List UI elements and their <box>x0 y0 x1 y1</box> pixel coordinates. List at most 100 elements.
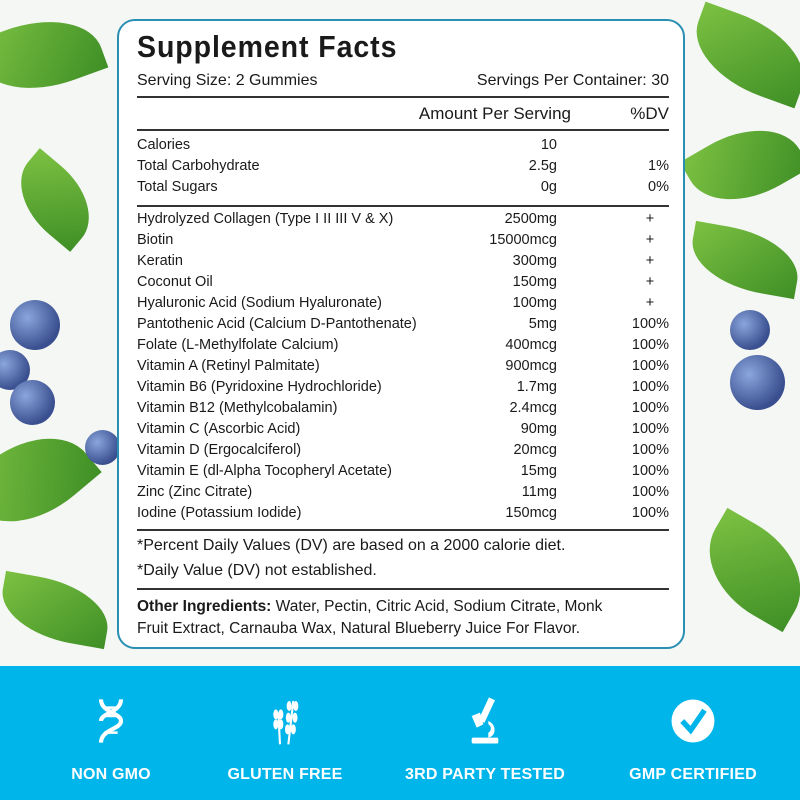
nutrient-amount: 1.7mg <box>516 379 557 395</box>
nutrient-row: Vitamin C (Ascorbic Acid) 90mg 100% <box>137 421 669 442</box>
nutrient-dv: + <box>645 211 655 227</box>
nutrient-amount: 20mcg <box>513 442 557 458</box>
nutrient-row: Hyaluronic Acid (Sodium Hyaluronate) 100m… <box>137 295 669 316</box>
nutrient-name: Total Carbohydrate <box>137 158 260 174</box>
nutrient-row: Pantothenic Acid (Calcium D-Pantothenate… <box>137 316 669 337</box>
other-ingredients-label: Other Ingredients: <box>137 598 272 615</box>
nutrient-name: Vitamin E (dl-Alpha Tocopheryl Acetate) <box>137 463 392 479</box>
nutrient-name: Coconut Oil <box>137 274 213 290</box>
nutrient-amount: 5mg <box>528 316 557 332</box>
nutrient-row: Total Carbohydrate 2.5g 1% <box>137 158 669 179</box>
badge-gluten-free: GLUTEN FREE <box>185 696 385 784</box>
badge-gmp-certified: GMP CERTIFIED <box>593 696 793 784</box>
nutrient-dv: + <box>645 232 655 248</box>
nutrient-amount: 2.5g <box>528 158 557 174</box>
nutrient-amount: 15000mcg <box>489 232 557 248</box>
dna-icon <box>98 698 124 744</box>
nutrient-dv: 0% <box>648 179 669 195</box>
nutrient-amount: 300mg <box>512 253 557 269</box>
nutrient-amount: 150mcg <box>505 505 557 521</box>
certification-band: NON GMO GLUTEN FREE 3RD PARTY TESTED GMP… <box>0 666 800 800</box>
nutrient-dv: 100% <box>631 400 669 416</box>
divider <box>137 529 669 531</box>
nutrient-name: Vitamin B6 (Pyridoxine Hydrochloride) <box>137 379 382 395</box>
nutrient-dv: 100% <box>631 337 669 353</box>
nutrient-name: Hydrolyzed Collagen (Type I II III V & X… <box>137 211 394 227</box>
nutrient-row: Calories 10 <box>137 137 669 158</box>
nutrient-name: Iodine (Potassium Iodide) <box>137 505 302 521</box>
nutrient-amount: 11mg <box>521 484 557 500</box>
nutrient-name: Vitamin D (Ergocalciferol) <box>137 442 302 458</box>
nutrient-name: Zinc (Zinc Citrate) <box>137 484 253 500</box>
nutrient-row: Folate (L-Methylfolate Calcium) 400mcg 100… <box>137 337 669 358</box>
nutrient-amount: 900mcg <box>505 358 557 374</box>
nutrient-name: Vitamin A (Retinyl Palmitate) <box>137 358 320 374</box>
divider <box>137 96 669 98</box>
nutrient-amount: 0g <box>540 179 557 195</box>
other-ingredients-line1: Other Ingredients: Water, Pectin, Citric… <box>137 598 602 616</box>
nutrient-name: Keratin <box>137 253 183 269</box>
nutrient-row: Iodine (Potassium Iodide) 150mcg 100% <box>137 505 669 526</box>
nutrient-row: Keratin 300mg + <box>137 253 669 274</box>
wheat-icon <box>273 700 299 745</box>
footnote-not-established: *Daily Value (DV) not established. <box>137 562 377 579</box>
nutrient-dv: 100% <box>631 442 669 458</box>
badge-label: GLUTEN FREE <box>227 766 343 783</box>
nutrient-dv: + <box>645 295 655 311</box>
nutrient-amount: 2.4mcg <box>509 400 557 416</box>
nutrient-row: Vitamin E (dl-Alpha Tocopheryl Acetate) 1… <box>137 463 669 484</box>
nutrient-row: Hydrolyzed Collagen (Type I II III V & X… <box>137 211 669 232</box>
nutrient-name: Total Sugars <box>137 179 218 195</box>
nutrient-name: Biotin <box>137 232 174 248</box>
nutrient-name: Folate (L-Methylfolate Calcium) <box>137 337 339 353</box>
divider <box>137 205 669 207</box>
nutrient-amount: 10 <box>540 137 557 153</box>
nutrient-dv: 100% <box>631 463 669 479</box>
nutrient-row: Vitamin A (Retinyl Palmitate) 900mcg 100% <box>137 358 669 379</box>
nutrient-name: Hyaluronic Acid (Sodium Hyaluronate) <box>137 295 382 311</box>
nutrient-row: Vitamin B12 (Methylcobalamin) 2.4mcg 100% <box>137 400 669 421</box>
nutrient-amount: 2500mg <box>504 211 557 227</box>
nutrient-row: Vitamin B6 (Pyridoxine Hydrochloride) 1.7… <box>137 379 669 400</box>
nutrient-amount: 150mg <box>512 274 557 290</box>
other-ingredients-line2: Fruit Extract, Carnauba Wax, Natural Blu… <box>137 620 581 637</box>
footnote-dv: *Percent Daily Values (DV) are based on … <box>137 537 566 554</box>
other-ingredients-text: Water, Pectin, Citric Acid, Sodium Citra… <box>271 598 603 615</box>
nutrient-amount: 90mg <box>520 421 557 437</box>
nutrient-name: Pantothenic Acid (Calcium D-Pantothenate… <box>137 316 417 332</box>
nutrient-row: Zinc (Zinc Citrate) 11mg 100% <box>137 484 669 505</box>
nutrient-dv: 100% <box>631 505 669 521</box>
nutrient-amount: 400mcg <box>505 337 557 353</box>
nutrient-row: Total Sugars 0g 0% <box>137 179 669 200</box>
nutrient-row: Biotin 15000mcg + <box>137 232 669 253</box>
microscope-icon <box>471 697 499 744</box>
badge-label: NON GMO <box>71 766 151 783</box>
nutrient-dv: 100% <box>631 316 669 332</box>
nutrient-dv: 100% <box>631 379 669 395</box>
badge-label: 3RD PARTY TESTED <box>405 766 565 783</box>
header-amount: Amount Per Serving <box>418 104 571 123</box>
nutrient-dv: 100% <box>631 421 669 437</box>
nutrient-dv: 100% <box>631 484 669 500</box>
servings-per-container: Servings Per Container: 30 <box>476 72 669 89</box>
header-dv: %DV <box>630 104 669 123</box>
badge-3rd-party-tested: 3RD PARTY TESTED <box>385 696 585 784</box>
serving-size: Serving Size: 2 Gummies <box>137 72 318 89</box>
badge-label: GMP CERTIFIED <box>629 766 757 783</box>
nutrient-amount: 15mg <box>520 463 557 479</box>
supplement-facts-panel: Supplement Facts Serving Size: 2 Gummies… <box>117 19 685 649</box>
nutrient-dv: 1% <box>648 158 669 174</box>
divider <box>137 588 669 590</box>
nutrient-dv: + <box>645 274 655 290</box>
panel-title: Supplement Facts <box>137 29 398 64</box>
badge-non-gmo: NON GMO <box>11 696 211 784</box>
check-circle-icon <box>671 699 715 743</box>
nutrient-dv: 100% <box>631 358 669 374</box>
nutrient-amount: 100mg <box>512 295 557 311</box>
nutrient-name: Vitamin B12 (Methylcobalamin) <box>137 400 338 416</box>
nutrient-dv: + <box>645 253 655 269</box>
divider <box>137 129 669 131</box>
nutrient-row: Coconut Oil 150mg + <box>137 274 669 295</box>
nutrient-name: Vitamin C (Ascorbic Acid) <box>137 421 301 437</box>
nutrient-name: Calories <box>137 137 191 153</box>
